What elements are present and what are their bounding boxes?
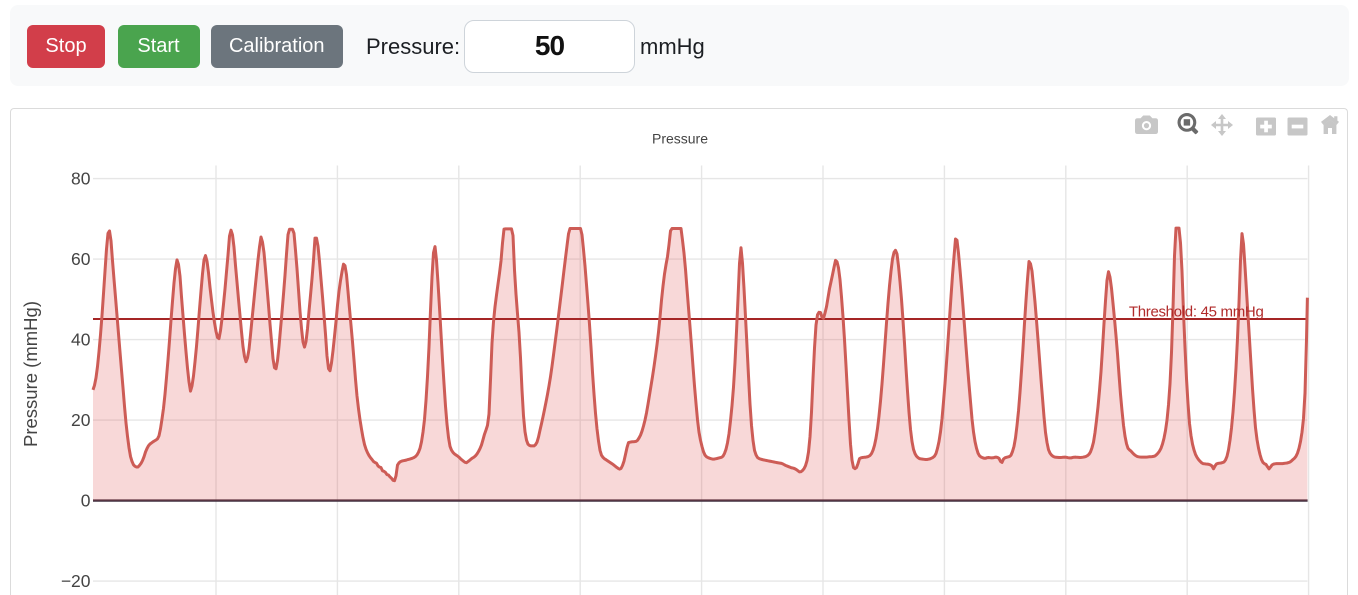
svg-text:80: 80 [71, 169, 91, 189]
svg-text:0: 0 [81, 491, 91, 511]
svg-text:20: 20 [71, 410, 91, 430]
svg-text:Pressure: Pressure [652, 131, 708, 147]
svg-text:Threshold: 45 mmHg: Threshold: 45 mmHg [1129, 304, 1264, 321]
svg-text:Pressure (mmHg): Pressure (mmHg) [20, 301, 41, 447]
svg-text:40: 40 [71, 330, 91, 350]
svg-text:60: 60 [71, 249, 91, 269]
svg-text:−20: −20 [61, 571, 91, 591]
